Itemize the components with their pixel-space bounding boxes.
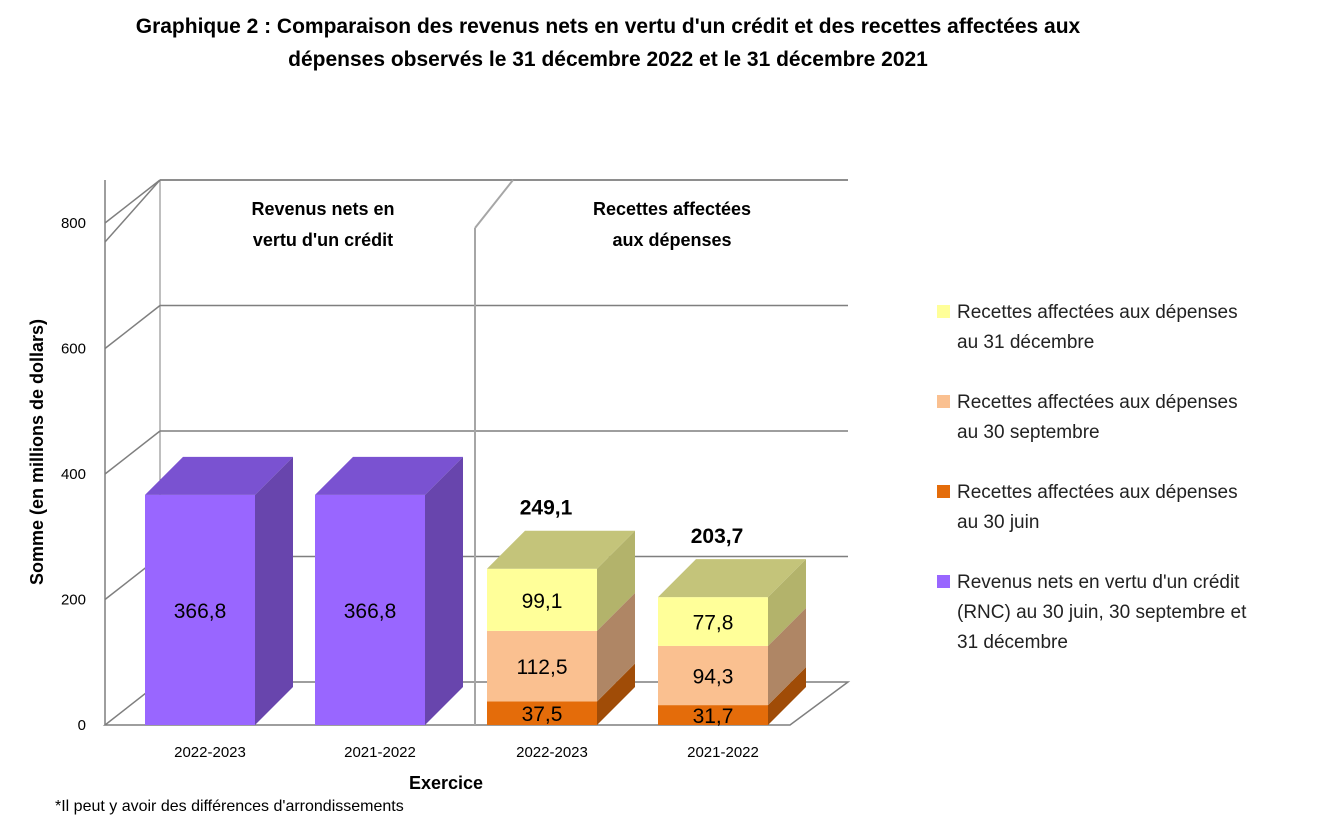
x-tick-label-0: 2022-2023: [174, 744, 246, 761]
chart-title-line-1: Graphique 2 : Comparaison des revenus ne…: [136, 15, 1081, 38]
panel-labels: Revenus nets en vertu d'un crédit Recettes…: [251, 199, 751, 250]
plot-bars: [145, 456, 806, 725]
bar-2-series-3-label: 99,1: [522, 590, 563, 613]
x-tick-label-1: 2021-2022: [344, 744, 416, 761]
bar-2-series-1-side: [597, 663, 635, 725]
bar-3-series-1-label: 31,7: [693, 705, 734, 728]
bar-3-series-1-side: [768, 667, 806, 725]
bar-2-series-1-label: 37,5: [522, 703, 563, 726]
bar-0-top: [145, 456, 293, 495]
bar-2-total-label: 249,1: [520, 497, 573, 520]
legend-swatch-0: [937, 575, 950, 588]
legend-entry-3-line-1: au 31 décembre: [957, 332, 1094, 353]
grid-diagonal-600: [104, 304, 161, 350]
grid-diagonal-800: [104, 179, 161, 224]
top-diagonal: [104, 179, 161, 243]
bar-3-top: [658, 559, 806, 598]
bar-3-series-3-side: [768, 559, 806, 646]
bar-2-series-1-front: [487, 701, 597, 725]
legend-entry-3-line-0: Recettes affectées aux dépenses: [957, 302, 1238, 323]
bar-0-series-0-side: [255, 456, 293, 725]
legend-entry-1-line-1: au 30 juin: [957, 512, 1039, 533]
legend-entry-0-line-0: Revenus nets en vertu d'un crédit: [957, 572, 1240, 593]
panel-label-1-line-0: Recettes affectées: [593, 199, 751, 219]
panel-label-0-line-0: Revenus nets en: [251, 199, 394, 219]
bar-3-series-1-front: [658, 705, 768, 725]
y-axis-title: Somme (en millions de dollars): [27, 319, 47, 585]
x-tick-label-2: 2022-2023: [516, 744, 588, 761]
legend-entry-0-line-1: (RNC) au 30 juin, 30 septembre et: [957, 602, 1247, 623]
grid-diagonal-400: [104, 430, 161, 475]
y-tick-label-600: 600: [61, 341, 86, 358]
bar-1-top: [315, 456, 463, 495]
y-tick-label-400: 400: [61, 466, 86, 483]
plot-labels: 366,8 366,8 37,5 112,5 99,1 249,1 31,7 94,3 77,8…: [174, 497, 744, 728]
chart-title-line-2: dépenses observés le 31 décembre 2022 et…: [288, 48, 928, 71]
bar-2-series-3-side: [597, 530, 635, 631]
bar-2-series-2-front: [487, 630, 597, 702]
y-tick-label-0: 0: [78, 717, 86, 734]
y-tick-label-800: 800: [61, 215, 86, 232]
bar-2-series-2-label: 112,5: [517, 656, 568, 679]
legend-entry-0-line-2: 31 décembre: [957, 632, 1068, 653]
bar-0-series-0-front: [145, 494, 255, 725]
bar-3-series-2-front: [658, 645, 768, 706]
x-tick-label-3: 2021-2022: [687, 744, 759, 761]
bar-2-series-3-front: [487, 568, 597, 631]
legend-swatch-2: [937, 395, 950, 408]
legend-swatch-1: [937, 485, 950, 498]
y-tick-label-200: 200: [61, 592, 86, 609]
bar-1-series-0-side: [425, 456, 463, 725]
legend-entry-1-line-0: Recettes affectées aux dépenses: [957, 482, 1238, 503]
bar-3-series-3-label: 77,8: [693, 612, 734, 635]
legend-entry-2-line-0: Recettes affectées aux dépenses: [957, 392, 1238, 413]
footnote: *Il peut y avoir des différences d'arron…: [55, 798, 404, 815]
bar-3-series-2-label: 94,3: [693, 666, 734, 689]
bar-2-series-2-side: [597, 592, 635, 702]
legend-entry-2-line-1: au 30 septembre: [957, 422, 1100, 443]
panel-divider-top: [474, 179, 514, 229]
y-axis-ticks: 0 200 400 600 800: [61, 215, 86, 734]
panel-label-1-line-1: aux dépenses: [612, 230, 731, 250]
legend-swatch-3: [937, 305, 950, 318]
bar-3-series-2-side: [768, 607, 806, 706]
legend: Recettes affectées aux dépenses au 31 déc…: [937, 302, 1247, 653]
bar-3-total-label: 203,7: [691, 525, 744, 548]
panel-label-0-line-1: vertu d'un crédit: [253, 230, 393, 250]
bar-1-series-0-label: 366,8: [344, 600, 397, 623]
x-axis-title: Exercice: [409, 773, 483, 793]
bar-1-series-0-front: [315, 494, 425, 725]
bar-0-series-0-label: 366,8: [174, 600, 227, 623]
x-axis-ticks: 2022-2023 2021-2022 2022-2023 2021-2022: [174, 744, 759, 761]
bar-2-top: [487, 530, 635, 569]
bar-3-series-3-front: [658, 597, 768, 646]
